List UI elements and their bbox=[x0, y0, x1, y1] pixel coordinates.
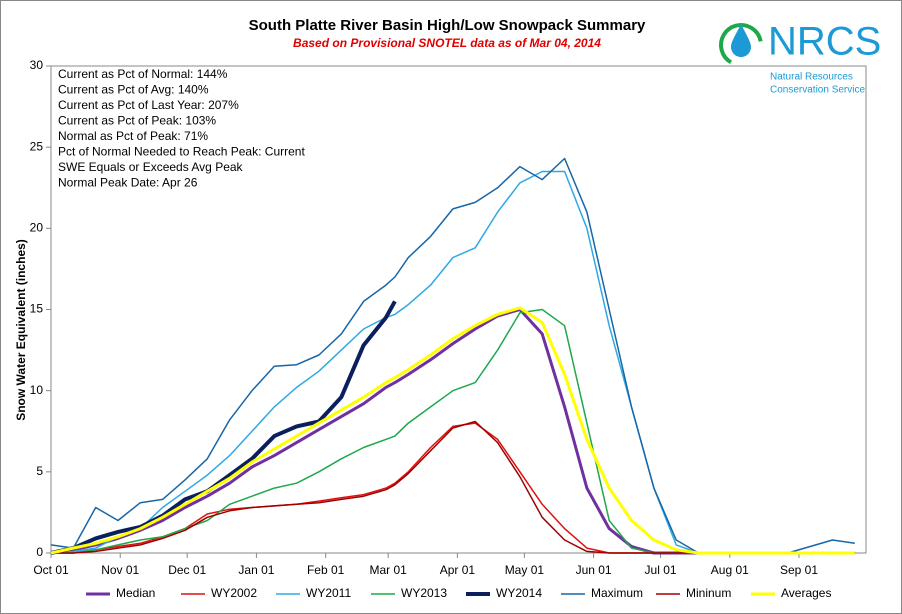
annotation: Current as Pct of Peak: 103% bbox=[58, 114, 216, 128]
logo-drop bbox=[731, 24, 751, 57]
y-tick-label: 0 bbox=[36, 545, 43, 559]
y-axis-label: Snow Water Equivalent (inches) bbox=[14, 239, 28, 421]
x-tick-label: Feb 01 bbox=[307, 563, 345, 577]
legend-label: Averages bbox=[781, 586, 831, 600]
legend-label: WY2002 bbox=[211, 586, 257, 600]
annotation: Pct of Normal Needed to Reach Peak: Curr… bbox=[58, 145, 305, 159]
annotation: Normal as Pct of Peak: 71% bbox=[58, 129, 208, 143]
x-tick-label: Jun 01 bbox=[576, 563, 612, 577]
x-tick-label: Jan 01 bbox=[238, 563, 274, 577]
legend-label: Maximum bbox=[591, 586, 643, 600]
logo-line: Conservation Service bbox=[770, 85, 865, 96]
logo-text: NRCS bbox=[768, 20, 881, 64]
logo-ring bbox=[719, 23, 763, 67]
legend-label: WY2014 bbox=[496, 586, 542, 600]
legend-label: Mininum bbox=[686, 586, 731, 600]
x-tick-label: Sep 01 bbox=[780, 563, 818, 577]
legend-label: WY2013 bbox=[401, 586, 447, 600]
x-tick-label: Apr 01 bbox=[440, 563, 476, 577]
chart-subtitle: Based on Provisional SNOTEL data as of M… bbox=[293, 36, 601, 50]
annotation: SWE Equals or Exceeds Avg Peak bbox=[58, 160, 244, 174]
chart-title: South Platte River Basin High/Low Snowpa… bbox=[249, 17, 646, 34]
x-tick-label: Nov 01 bbox=[101, 563, 139, 577]
x-tick-label: Jul 01 bbox=[645, 563, 677, 577]
y-tick-label: 20 bbox=[30, 221, 44, 235]
logo: NRCS Natural Resources Conservation Serv… bbox=[719, 20, 881, 96]
y-tick-label: 10 bbox=[30, 383, 44, 397]
x-tick-label: Mar 01 bbox=[369, 563, 407, 577]
x-tick-label: May 01 bbox=[505, 563, 545, 577]
x-tick-label: Dec 01 bbox=[168, 563, 206, 577]
annotation: Current as Pct of Avg: 140% bbox=[58, 83, 209, 97]
x-tick-label: Oct 01 bbox=[33, 563, 69, 577]
x-tick-label: Aug 01 bbox=[711, 563, 749, 577]
series-line bbox=[50, 306, 855, 555]
y-tick-label: 25 bbox=[30, 139, 44, 153]
logo-line: Natural Resources bbox=[770, 72, 853, 83]
legend-label: Median bbox=[116, 586, 155, 600]
annotation: Normal Peak Date: Apr 26 bbox=[58, 176, 198, 190]
y-tick-label: 30 bbox=[30, 58, 44, 72]
y-tick-label: 5 bbox=[36, 464, 43, 478]
annotation: Current as Pct of Normal: 144% bbox=[58, 67, 228, 81]
series-line bbox=[50, 300, 397, 555]
legend-label: WY2011 bbox=[306, 586, 351, 600]
annotation: Current as Pct of Last Year: 207% bbox=[58, 98, 239, 112]
y-tick-label: 15 bbox=[30, 302, 44, 316]
